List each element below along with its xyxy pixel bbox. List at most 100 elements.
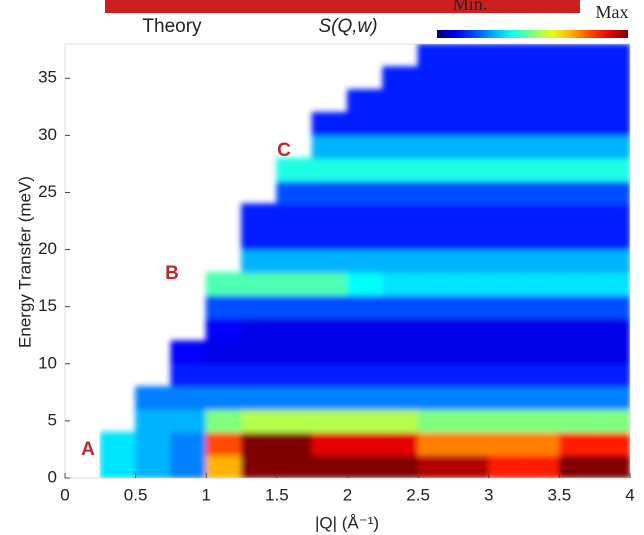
- x-tick-label: 0: [60, 485, 69, 504]
- heatmap-cells: [99, 44, 630, 478]
- colorbar-min-label: Min.: [453, 0, 488, 14]
- heatmap-cell: [382, 340, 419, 365]
- heatmap-cell: [558, 363, 596, 388]
- heatmap-cell: [523, 44, 560, 68]
- heatmap-cell: [452, 134, 490, 159]
- y-axis-label: Energy Transfer (meV): [15, 176, 34, 348]
- heatmap-cell: [276, 317, 313, 342]
- heatmap-cell: [452, 203, 490, 228]
- heatmap-cell: [452, 66, 490, 91]
- heatmap-cell: [594, 363, 630, 388]
- header-bar: [105, 0, 580, 13]
- heatmap-cell: [311, 363, 348, 388]
- heatmap-cell: [558, 431, 596, 456]
- heatmap-cell: [417, 203, 454, 228]
- heatmap-cell: [452, 226, 490, 251]
- heatmap-cell: [594, 408, 630, 433]
- heatmap-cell: [347, 317, 384, 342]
- heatmap-cell: [594, 431, 630, 456]
- heatmap-cell: [205, 271, 243, 296]
- heatmap-cell: [417, 44, 454, 68]
- heatmap-cell: [417, 89, 454, 114]
- heatmap-cell: [488, 454, 525, 478]
- heatmap-cell: [311, 249, 348, 273]
- heatmap-cell: [417, 249, 454, 273]
- heatmap-cell: [276, 249, 313, 273]
- heatmap-cell: [452, 157, 490, 182]
- heatmap-cell: [558, 157, 596, 182]
- heatmap-cell: [241, 317, 278, 342]
- heatmap-cell: [276, 454, 313, 478]
- heatmap-cell: [558, 180, 596, 205]
- heatmap-cell: [488, 203, 525, 228]
- heatmap-cell: [382, 203, 419, 228]
- x-tick-label: 0.5: [124, 485, 148, 504]
- heatmap-cell: [488, 294, 525, 319]
- heatmap-cell: [347, 134, 384, 159]
- heatmap-cell: [241, 249, 278, 273]
- heatmap-cell: [417, 340, 454, 365]
- heatmap-cell: [135, 408, 172, 433]
- heatmap-cell: [311, 454, 348, 478]
- heatmap-cell: [523, 317, 560, 342]
- annotation: B: [165, 263, 179, 284]
- heatmap-cell: [311, 157, 348, 182]
- heatmap-cell: [241, 203, 278, 228]
- heatmap-cell: [488, 44, 525, 68]
- heatmap-cell: [558, 454, 596, 478]
- heatmap-cell: [488, 157, 525, 182]
- heatmap-cell: [417, 317, 454, 342]
- heatmap-cell: [488, 112, 525, 136]
- annotation: C: [277, 140, 291, 161]
- heatmap-cell: [523, 363, 560, 388]
- x-tick-label: 1.5: [265, 485, 289, 504]
- heatmap-cell: [311, 317, 348, 342]
- heatmap-cell: [523, 249, 560, 273]
- heatmap-cell: [170, 363, 207, 388]
- heatmap-cell: [488, 271, 525, 296]
- heatmap-cell: [417, 112, 454, 136]
- heatmap-cell: [347, 226, 384, 251]
- y-tick-label: 30: [38, 125, 57, 144]
- heatmap-cell: [594, 340, 630, 365]
- heatmap-cell: [382, 386, 419, 410]
- heatmap-cell: [488, 386, 525, 410]
- heatmap-cell: [276, 157, 313, 182]
- heatmap-cell: [594, 66, 630, 91]
- heatmap-cell: [594, 44, 630, 68]
- heatmap-cell: [523, 226, 560, 251]
- chart-title: Theory: [142, 16, 202, 37]
- heatmap-cell: [488, 89, 525, 114]
- heatmap-cell: [558, 112, 596, 136]
- heatmap-cell: [311, 408, 348, 433]
- heatmap-cell: [594, 249, 630, 273]
- heatmap-cell: [488, 180, 525, 205]
- heatmap-cell: [417, 431, 454, 456]
- x-tick-label: 4: [625, 485, 634, 504]
- heatmap-cell: [135, 454, 172, 478]
- heatmap-cell: [523, 203, 560, 228]
- heatmap-cell: [241, 454, 278, 478]
- heatmap-cell: [170, 431, 207, 456]
- heatmap-cell: [382, 66, 419, 91]
- heatmap-cell: [276, 226, 313, 251]
- heatmap-cell: [594, 294, 630, 319]
- heatmap-cell: [382, 112, 419, 136]
- heatmap-cell: [241, 271, 278, 296]
- heatmap-cell: [347, 294, 384, 319]
- heatmap-cell: [452, 363, 490, 388]
- heatmap-cell: [311, 431, 348, 456]
- colorbar: [437, 30, 628, 38]
- y-tick-label: 5: [48, 410, 57, 429]
- heatmap-cell: [488, 226, 525, 251]
- heatmap-cell: [558, 203, 596, 228]
- heatmap-cell: [276, 203, 313, 228]
- heatmap-cell: [558, 226, 596, 251]
- heatmap-cell: [382, 294, 419, 319]
- heatmap-cell: [135, 386, 172, 410]
- heatmap-cell: [241, 408, 278, 433]
- heatmap-cell: [99, 431, 137, 456]
- heatmap-cell: [523, 66, 560, 91]
- y-tick-label: 15: [38, 296, 57, 315]
- heatmap-cell: [205, 386, 243, 410]
